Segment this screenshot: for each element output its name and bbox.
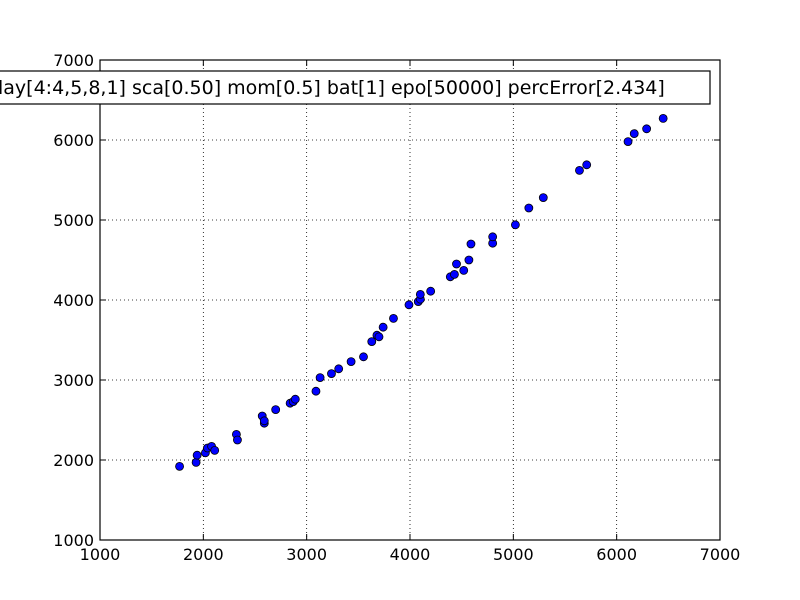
scatter-point [259, 416, 269, 426]
chart-title-border [0, 70, 711, 105]
scatter-point [271, 405, 281, 415]
x-tick-label: 6000 [596, 545, 637, 564]
scatter-point [192, 450, 202, 460]
x-tick-label: 2000 [183, 545, 224, 564]
scatter-point [327, 369, 336, 379]
scatter-point [359, 352, 368, 362]
x-tick-label: 4000 [390, 545, 431, 564]
scatter-point [233, 435, 242, 445]
y-tick-label: 6000 [53, 131, 94, 150]
scatter-point [404, 300, 414, 310]
grid-layer [99, 59, 721, 541]
scatter-point [459, 265, 469, 275]
points-layer [175, 114, 668, 471]
scatter-point [582, 160, 592, 170]
scatter-point [450, 269, 459, 279]
chart-title-box: lay[4:4,5,8,1] sca[0.50] mom[0.5] bat[1]… [0, 70, 711, 105]
scatter-point [629, 129, 639, 139]
x-tick-label: 5000 [493, 545, 534, 564]
scatter-point [367, 337, 377, 347]
x-tick-label: 3000 [286, 545, 327, 564]
x-tick-label: 1000 [80, 545, 121, 564]
scatter-point [452, 259, 461, 269]
y-tick-label: 2000 [53, 451, 94, 470]
chart-title: lay[4:4,5,8,1] sca[0.50] mom[0.5] bat[1]… [0, 77, 665, 99]
scatter-point [290, 394, 300, 404]
y-tick-label: 5000 [53, 211, 94, 230]
y-tick-label: 3000 [53, 371, 94, 390]
scatter-point [334, 364, 344, 374]
scatter-point [538, 193, 548, 203]
scatter-point [415, 289, 425, 299]
scatter-point [315, 373, 325, 383]
scatter-point [575, 165, 584, 175]
scatter-point [311, 386, 321, 396]
scatter-point [389, 313, 398, 323]
scatter-point [378, 322, 388, 332]
y-tick-label: 1000 [53, 531, 94, 550]
scatter-point [210, 445, 220, 455]
y-tick-label: 4000 [53, 291, 94, 310]
x-tick-label: 7000 [700, 545, 741, 564]
scatter-point [623, 137, 633, 147]
scatter-point [466, 239, 476, 249]
scatter-point [642, 124, 652, 134]
scatter-point [464, 255, 474, 265]
scatter-point [658, 114, 668, 123]
scatter-point [426, 286, 436, 296]
scatter-point [511, 220, 520, 230]
scatter-point [374, 332, 384, 342]
scatter-point [191, 457, 201, 467]
ticks-layer: 1000 2000 3000 4000 5000 6000 7000 1000 2000 3000… [53, 51, 740, 564]
scatter-point [524, 203, 534, 213]
scatter-point [346, 357, 356, 367]
scatter-point [175, 461, 184, 471]
scatter-point [488, 232, 498, 242]
y-tick-label: 7000 [53, 51, 94, 70]
